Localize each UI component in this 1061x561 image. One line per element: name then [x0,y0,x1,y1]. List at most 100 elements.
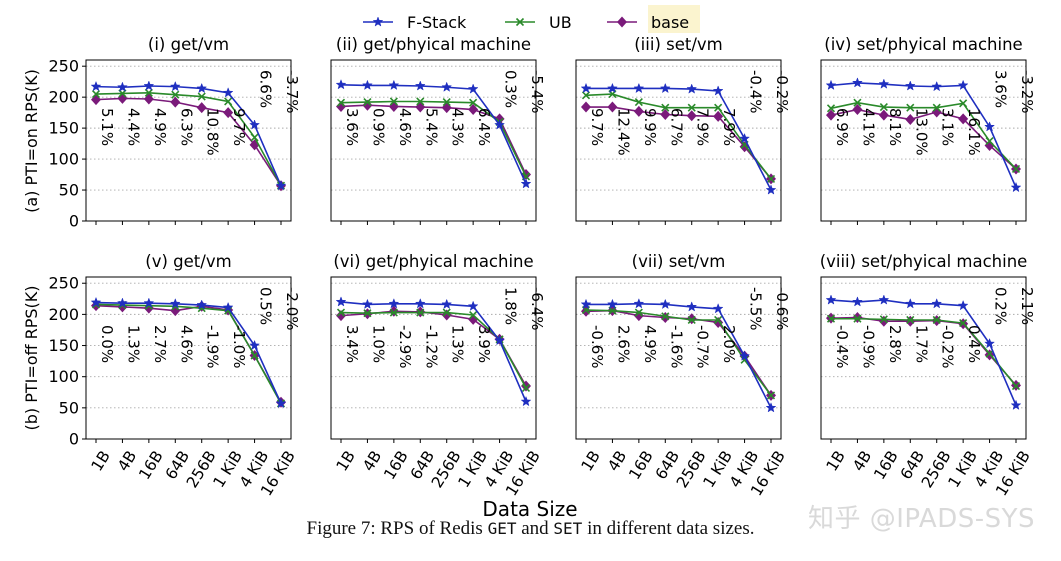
plot-frame [575,276,782,440]
panel-title: (vii) set/vm [632,252,726,271]
annotation-label: 16.1% [965,108,983,156]
legend-label: F-Stack [407,13,467,32]
panel-3: (iii) set/vm 9.7% 12.4% 9.9% 6.7% 7.9% 7.9% -0.… [575,35,791,225]
point-f-stack [467,83,479,94]
series-line-f-stack [586,87,772,191]
point-base [826,109,836,121]
point-f-stack [825,294,837,305]
caption-code-set: SET [553,519,583,538]
series-line-ub [585,93,772,180]
point-base [249,139,260,151]
annotation-label: 2.8% [886,325,904,363]
point-f-stack [984,337,996,349]
figure-canvas: (i) get/vm 0 50 100 150 200 250 5.1% 4.4% 4.9% 6.3… [22,5,1036,520]
series-line-f-stack [586,302,772,409]
row-a-ylabel: (a) PTI=on RPS(K) [22,69,41,213]
panel-title: (iii) set/vm [634,35,723,54]
annotation-label: 4.6% [396,108,414,146]
annotation-label: 0.4% [965,325,983,363]
annotation-label: 1.3% [449,325,467,363]
caption-prefix: Figure 7: RPS of Redis [306,518,488,539]
point-ub [959,319,968,328]
point-base [958,113,969,125]
annotation-label: -5.5% [747,287,765,331]
point-ub [959,99,968,108]
annotation-label: -0.6% [773,287,791,331]
annotation-label: -5.4% [528,70,546,114]
y-tick-label: 250 [48,274,79,293]
annotation-label: 5.4% [422,108,440,146]
point-f-stack [361,79,373,91]
point-f-stack [633,82,645,94]
series-line-ub [830,101,1017,170]
point-f-stack [904,80,916,91]
point-f-stack [275,179,287,191]
point-ub-stroke-b [581,91,591,100]
point-ub [826,314,836,323]
point-f-stack [1010,181,1022,193]
annotation-label: 2.6% [614,325,632,363]
point-ub [336,98,346,107]
point-ub-stroke-b [879,102,888,112]
point-ub-stroke-b [1011,381,1021,391]
point-ub [336,308,346,317]
annotation-label: 4.4% [124,108,142,146]
annotation-label: 4.1% [859,108,877,146]
point-ub-stroke-b [469,98,478,107]
annotation-label: -3.7% [283,70,301,114]
x-tick-label: 1B [333,448,359,475]
panel-title: (v) get/vm [145,252,231,271]
plot-frame [85,276,292,440]
annotation-label: -1.2% [422,325,440,369]
series-line-ub [95,92,282,187]
point-f-stack [169,80,181,92]
series-line-base [586,106,772,180]
point-base [196,102,207,114]
point-ub-stroke-b [389,97,398,106]
annotation-label: 2.0% [720,325,738,363]
point-f-stack [686,301,698,312]
x-tick-label: 16B [870,448,901,483]
point-ub [687,315,696,325]
point-ub-stroke-b [336,308,346,317]
annotation-label: -0.4% [833,325,851,369]
point-f-stack [686,83,698,94]
point-ub-stroke-b [224,306,233,315]
point-ub-stroke-b [336,98,346,107]
series-line-f-stack [830,82,1017,188]
point-base [852,104,863,116]
point-ub-stroke-b [416,97,425,106]
legend-marker [617,16,627,28]
annotation-label: 1.3% [124,325,142,363]
annotation-label: 12.4% [614,108,632,156]
x-tick-label: 1B [578,448,604,475]
point-ub-stroke-b [985,349,994,358]
point-base [170,96,181,108]
panel-4: (iv) set/phyical machine 6.9% 4.1% 8.1% 13.0… [820,35,1036,225]
plot-frame [330,276,537,440]
row-b-ylabel: (b) PTI=off RPS(K) [22,285,41,430]
point-ub [1011,164,1021,174]
x-axis-label: Data Size [482,497,577,520]
annotation-label: 9.9% [641,108,659,146]
annotation-label: 5.1% [98,108,116,146]
point-f-stack [633,298,645,309]
point-base [223,107,234,119]
annotation-label: 3.4% [343,325,361,363]
panel-title: (ii) get/phyical machine [336,35,531,54]
point-ub-stroke-b [91,89,101,99]
point-ub [853,314,862,323]
plot-frame [820,59,1027,222]
point-ub-stroke-b [766,391,776,400]
point-ub-stroke-b [171,90,180,99]
point-f-stack [361,298,373,310]
point-f-stack [659,82,671,94]
point-ub [714,315,723,325]
point-ub [442,308,451,317]
point-base [468,104,479,116]
point-f-stack [222,301,234,313]
point-f-stack [441,81,453,92]
point-ub-stroke-b [879,315,888,324]
annotation-label: 6.3% [177,108,195,146]
